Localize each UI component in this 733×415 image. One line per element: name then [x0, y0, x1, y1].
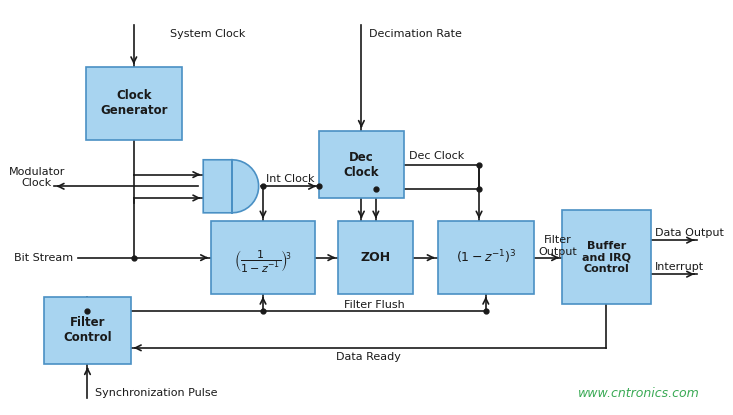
Text: ZOH: ZOH [361, 251, 391, 264]
Text: System Clock: System Clock [171, 29, 246, 39]
FancyBboxPatch shape [338, 222, 413, 294]
Text: Dec Clock: Dec Clock [408, 151, 464, 161]
Text: Data Output: Data Output [655, 228, 723, 238]
FancyBboxPatch shape [211, 222, 315, 294]
Text: www.cntronics.com: www.cntronics.com [578, 387, 700, 400]
FancyBboxPatch shape [438, 222, 534, 294]
Text: Buffer
and IRQ
Control: Buffer and IRQ Control [582, 241, 631, 274]
Text: Filter
Output: Filter Output [538, 235, 577, 257]
Polygon shape [203, 160, 259, 213]
FancyBboxPatch shape [319, 131, 404, 198]
Text: $(1-z^{-1})^{3}$: $(1-z^{-1})^{3}$ [456, 249, 516, 266]
Text: Decimation Rate: Decimation Rate [369, 29, 462, 39]
Text: Int Clock: Int Clock [266, 173, 314, 183]
Text: Synchronization Pulse: Synchronization Pulse [95, 388, 218, 398]
Text: Dec
Clock: Dec Clock [344, 151, 379, 178]
FancyBboxPatch shape [44, 297, 131, 364]
Text: Modulator
Clock: Modulator Clock [8, 167, 65, 188]
Text: Bit Stream: Bit Stream [14, 253, 73, 263]
Text: Filter
Control: Filter Control [63, 317, 112, 344]
Text: Interrupt: Interrupt [655, 262, 704, 272]
FancyBboxPatch shape [562, 210, 651, 305]
Text: $\left(\dfrac{1}{1-z^{-1}}\right)^{\!3}$: $\left(\dfrac{1}{1-z^{-1}}\right)^{\!3}$ [234, 247, 292, 273]
FancyBboxPatch shape [86, 67, 182, 139]
Text: Clock
Generator: Clock Generator [100, 89, 168, 117]
Text: Filter Flush: Filter Flush [344, 300, 405, 310]
Text: Data Ready: Data Ready [336, 352, 401, 361]
